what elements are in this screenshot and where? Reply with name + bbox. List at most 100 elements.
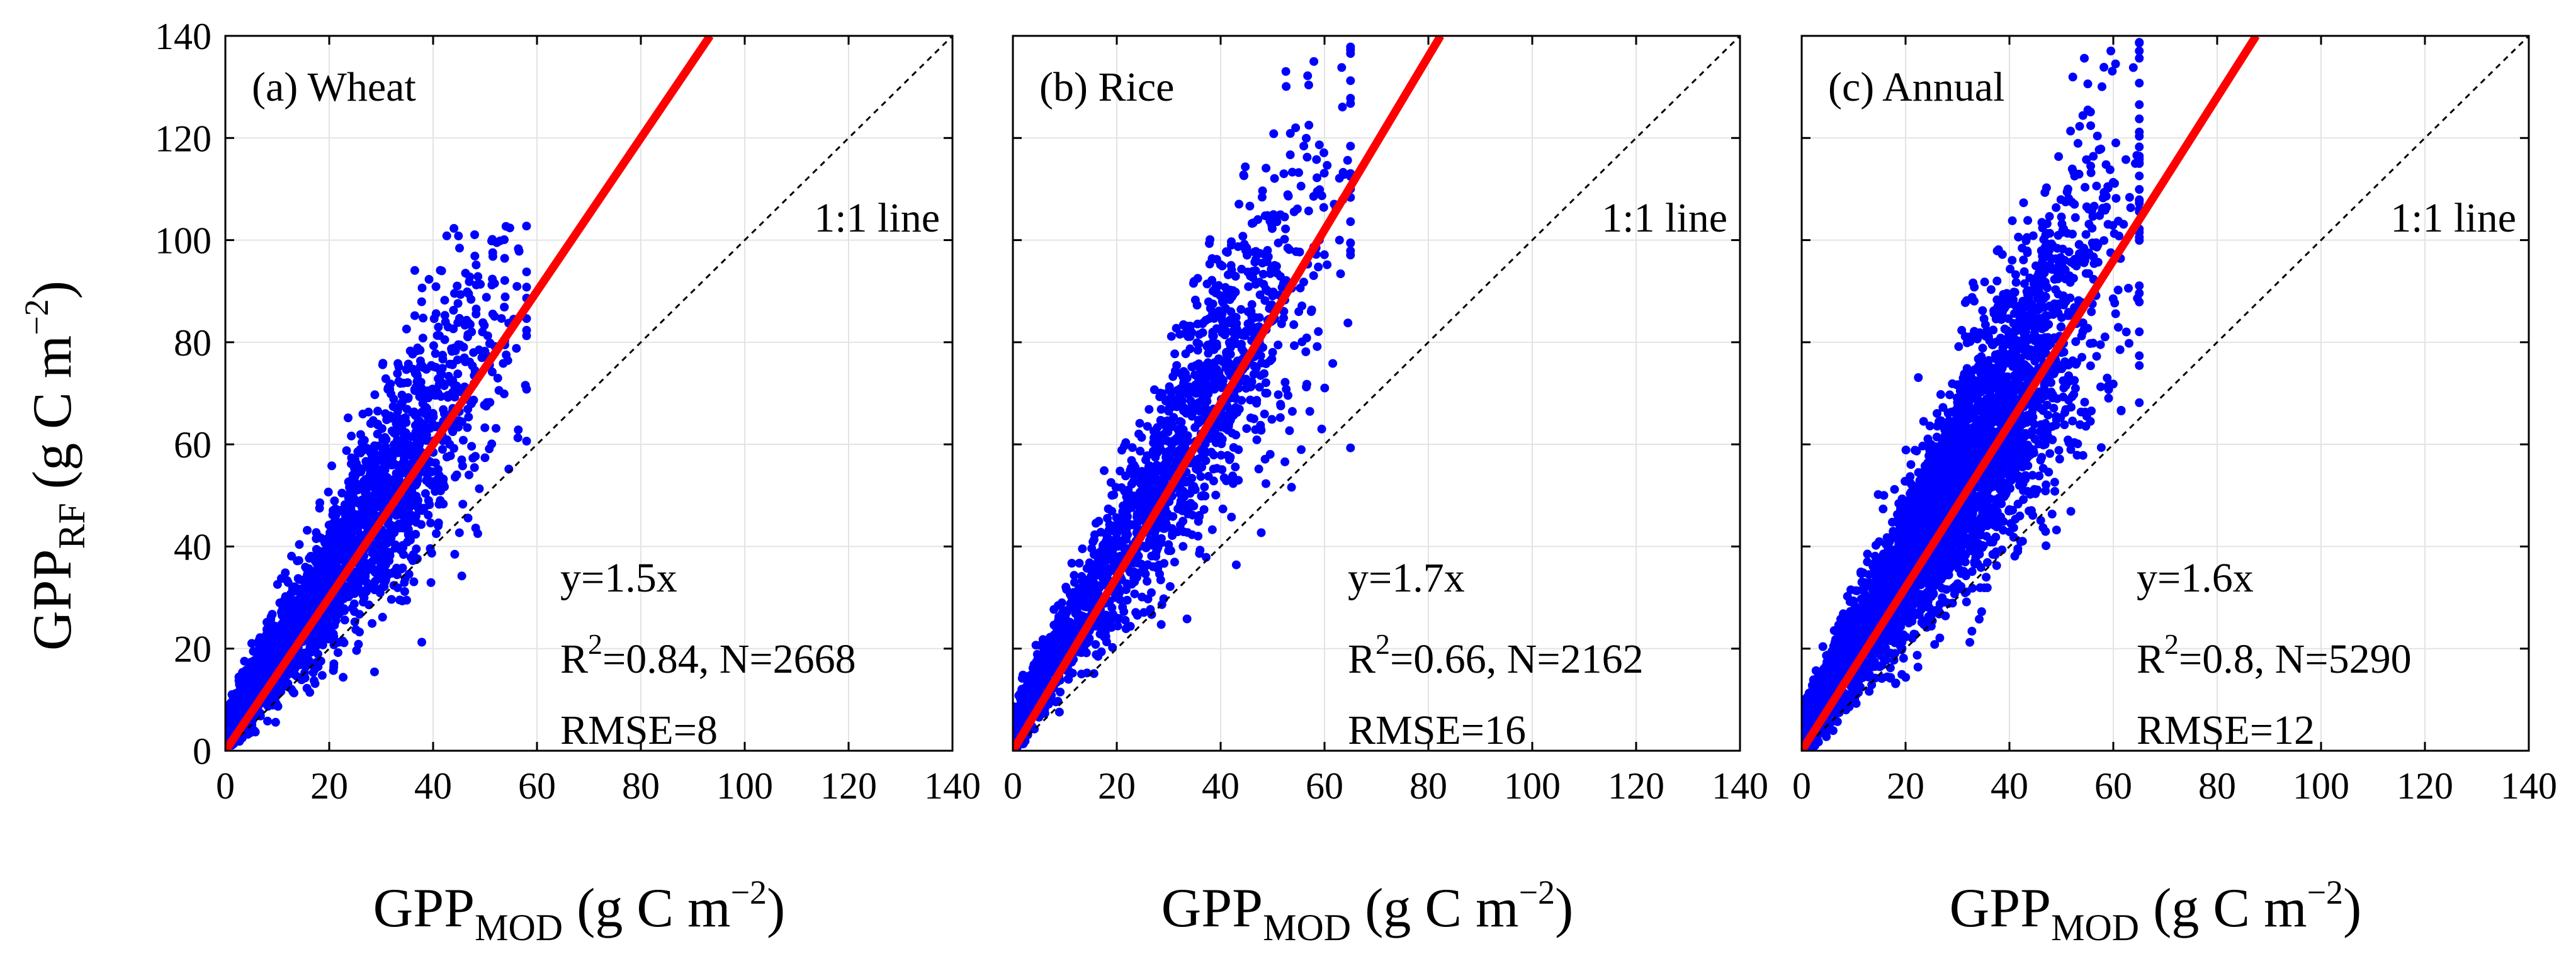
- wheat-fit-line: [225, 36, 714, 751]
- wheat-point: [244, 691, 254, 700]
- rice-point: [1194, 359, 1204, 369]
- rice-point: [1225, 339, 1234, 349]
- rice-point: [1228, 479, 1238, 488]
- rice-point: [1207, 432, 1216, 442]
- wheat-point: [469, 348, 478, 357]
- rice-point: [1248, 267, 1258, 276]
- rice-point: [1043, 640, 1053, 649]
- rice-point: [1203, 358, 1212, 368]
- wheat-point: [229, 705, 239, 715]
- rice-point: [1217, 261, 1227, 271]
- wheat-point: [480, 423, 490, 432]
- wheat-point: [514, 425, 523, 435]
- rice-point: [1088, 585, 1097, 595]
- rice-point: [1202, 553, 1211, 562]
- rice-point: [1217, 310, 1227, 318]
- wheat-point: [373, 419, 382, 429]
- wheat-point: [434, 521, 443, 530]
- rice-point: [1067, 559, 1076, 568]
- rice-point: [1203, 366, 1212, 375]
- wheat-point: [312, 578, 321, 588]
- wheat-point: [443, 393, 453, 402]
- rice-point: [1211, 372, 1221, 381]
- rice-point: [1224, 318, 1234, 327]
- rice-point: [1185, 388, 1195, 398]
- wheat-point: [333, 648, 342, 658]
- rice-point: [1193, 456, 1202, 464]
- wheat-point: [349, 599, 359, 609]
- rice-point: [1251, 279, 1260, 289]
- wheat-point: [457, 455, 466, 464]
- rice-point: [1211, 308, 1220, 317]
- rice-point: [1199, 505, 1209, 514]
- rice-point: [1299, 278, 1308, 287]
- wheat-point: [450, 549, 460, 559]
- wheat-point: [494, 386, 504, 395]
- rice-point: [1268, 288, 1278, 296]
- wheat-point: [404, 529, 413, 538]
- wheat-point: [409, 577, 419, 586]
- rice-point: [1289, 320, 1299, 329]
- wheat-point: [246, 658, 256, 667]
- rice-point: [1253, 215, 1263, 224]
- rice-point: [1274, 239, 1283, 248]
- wheat-point: [417, 283, 427, 293]
- rice-point: [1346, 443, 1355, 452]
- wheat-point: [347, 431, 356, 441]
- rice-point: [1207, 254, 1217, 263]
- wheat-point: [512, 282, 522, 291]
- wheat-point: [453, 369, 463, 379]
- wheat-point: [406, 553, 415, 562]
- rice-point: [1232, 324, 1241, 334]
- wheat-point: [418, 334, 427, 343]
- rice-point: [1302, 379, 1311, 389]
- wheat-point: [455, 244, 464, 253]
- rice-point: [1258, 186, 1267, 196]
- wheat-point: [312, 534, 321, 543]
- rice-point: [1317, 191, 1326, 201]
- rice-point: [1190, 370, 1199, 379]
- rice-point: [1107, 507, 1117, 516]
- wheat-point: [444, 371, 453, 381]
- rice-point: [1092, 559, 1100, 569]
- wheat-point: [301, 563, 310, 572]
- rice-point: [1172, 361, 1182, 370]
- rice-point: [1224, 418, 1234, 428]
- rice-point: [1346, 246, 1355, 255]
- wheat-point: [313, 564, 322, 574]
- rice-point: [1233, 408, 1242, 417]
- wheat-point: [473, 272, 483, 281]
- rice-panel-title: (b) Rice: [1039, 64, 1174, 110]
- rice-point: [1013, 717, 1022, 727]
- rice-point: [1187, 474, 1197, 483]
- rice-point: [1292, 205, 1302, 213]
- rice-point: [1185, 344, 1195, 354]
- rice-point: [1226, 240, 1236, 250]
- wheat-point: [355, 627, 364, 637]
- wheat-point: [412, 479, 421, 488]
- wheat-point: [303, 570, 312, 579]
- wheat-point: [328, 524, 337, 533]
- wheat-point: [247, 639, 256, 648]
- wheat-point: [330, 600, 339, 610]
- rice-fit-line: [1013, 36, 1444, 751]
- rice-point: [1251, 363, 1261, 373]
- rice-point: [1241, 162, 1250, 172]
- wheat-point: [396, 509, 405, 519]
- wheat-point: [440, 335, 449, 344]
- rice-point: [1215, 379, 1224, 388]
- rice-point: [1101, 632, 1110, 641]
- wheat-point: [352, 646, 361, 655]
- wheat-point: [439, 474, 448, 484]
- wheat-point: [457, 571, 466, 581]
- wheat-point: [412, 512, 421, 521]
- rice-point: [1087, 566, 1096, 575]
- rice-point: [1212, 342, 1221, 351]
- rice-point: [1238, 232, 1248, 241]
- wheat-point: [465, 470, 473, 480]
- wheat-ytick-label: 20: [174, 629, 212, 670]
- rice-point: [1053, 655, 1062, 665]
- wheat-point: [325, 622, 335, 631]
- rice-point: [1149, 427, 1158, 436]
